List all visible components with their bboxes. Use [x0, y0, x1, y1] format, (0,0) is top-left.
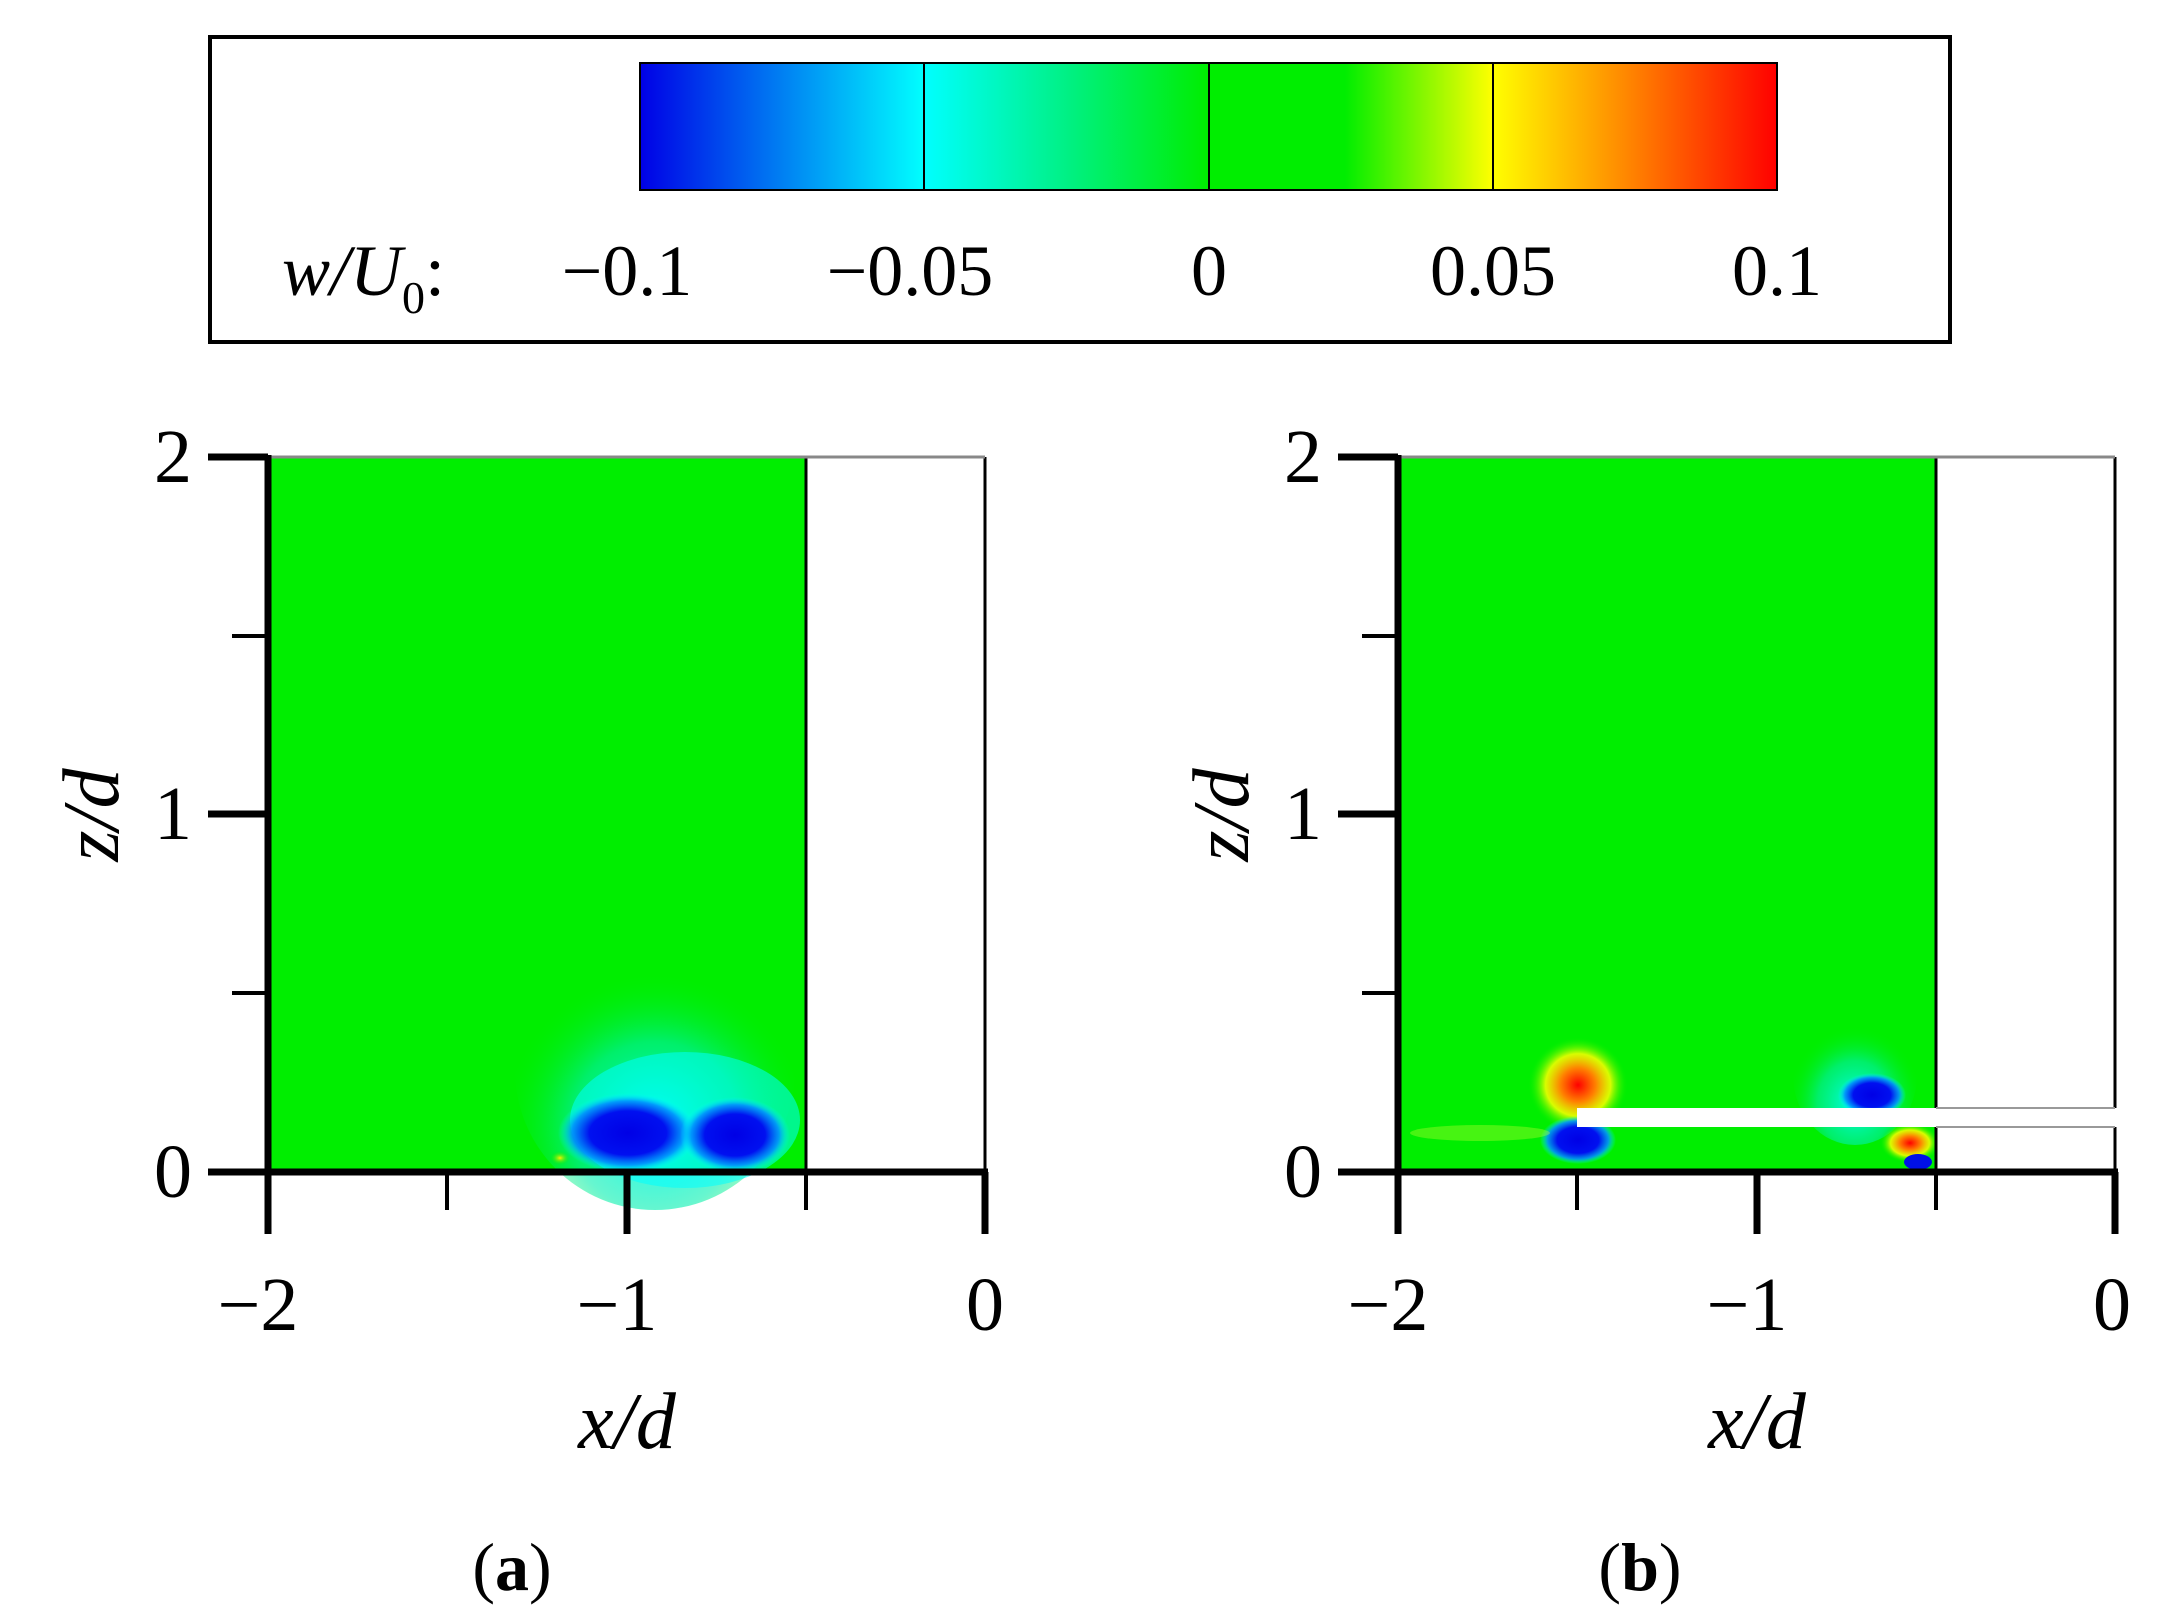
colorbar-tick-label: −0.1: [562, 231, 693, 311]
x-tick-label: −1: [1707, 1263, 1788, 1347]
panel-label: (a): [472, 1529, 551, 1605]
y-tick-label: 0: [154, 1130, 192, 1214]
panel-a: 0 1 2 −2 −1 0 x/d z/d (a): [48, 415, 1004, 1605]
colorbar-title-main: w/U: [282, 231, 406, 311]
contour-field: [1398, 457, 1940, 1172]
colorbar-tick-label: −0.05: [827, 231, 994, 311]
x-axis-label: x/d: [1707, 1378, 1807, 1466]
colorbar-tick-label: 0: [1191, 231, 1227, 311]
small-upflow: [550, 1151, 570, 1165]
colorbar-title: w/U0:: [282, 231, 445, 323]
colorbar-tick-label: 0.05: [1430, 231, 1556, 311]
x-tick-label: 0: [2093, 1263, 2131, 1347]
colorbar-legend: w/U0: −0.1 −0.05 0 0.05 0.1: [208, 35, 1952, 344]
y-axis-label: z/d: [1178, 767, 1266, 862]
colorbar-tick-label: 0.1: [1732, 231, 1822, 311]
x-tick-label: 0: [966, 1263, 1004, 1347]
weak-upflow-band: [1410, 1125, 1550, 1141]
wall-region: [1936, 457, 2115, 1172]
downflow-core: [680, 1097, 790, 1173]
x-tick-label: −1: [577, 1263, 658, 1347]
panel-label-letter: a: [495, 1529, 529, 1605]
downflow-near-wall: [1838, 1073, 1906, 1117]
x-tick-label: −2: [218, 1263, 299, 1347]
y-axis-label: z/d: [48, 767, 136, 862]
downflow-wall-corner: [1904, 1154, 1932, 1170]
wall-region: [806, 457, 985, 1172]
panel-label-close: ): [529, 1529, 552, 1605]
x-axis-label: x/d: [577, 1378, 677, 1466]
y-tick-label: 2: [1284, 415, 1322, 499]
panel-label-close: ): [1659, 1529, 1682, 1605]
panel-label-open: (: [1598, 1529, 1621, 1605]
y-tick-label: 1: [154, 772, 192, 856]
panel-label-letter: b: [1621, 1529, 1659, 1605]
x-tick-label: −2: [1348, 1263, 1429, 1347]
downflow-core: [558, 1093, 698, 1173]
downflow-below-plate-edge: [1540, 1116, 1616, 1164]
panel-label: (b): [1598, 1529, 1681, 1605]
y-tick-label: 1: [1284, 772, 1322, 856]
contour-field: [268, 457, 806, 1210]
horizontal-plate: [1577, 1108, 2117, 1127]
colorbar-title-sub: 0: [402, 272, 425, 323]
y-tick-label: 0: [1284, 1130, 1322, 1214]
y-tick-label: 2: [154, 415, 192, 499]
panel-b: 0 1 2 −2 −1 0 x/d z/d (b): [1178, 415, 2131, 1605]
panel-label-open: (: [472, 1529, 495, 1605]
colorbar-title-colon: :: [425, 231, 445, 311]
upflow-near-wall-corner: [1880, 1123, 1940, 1163]
